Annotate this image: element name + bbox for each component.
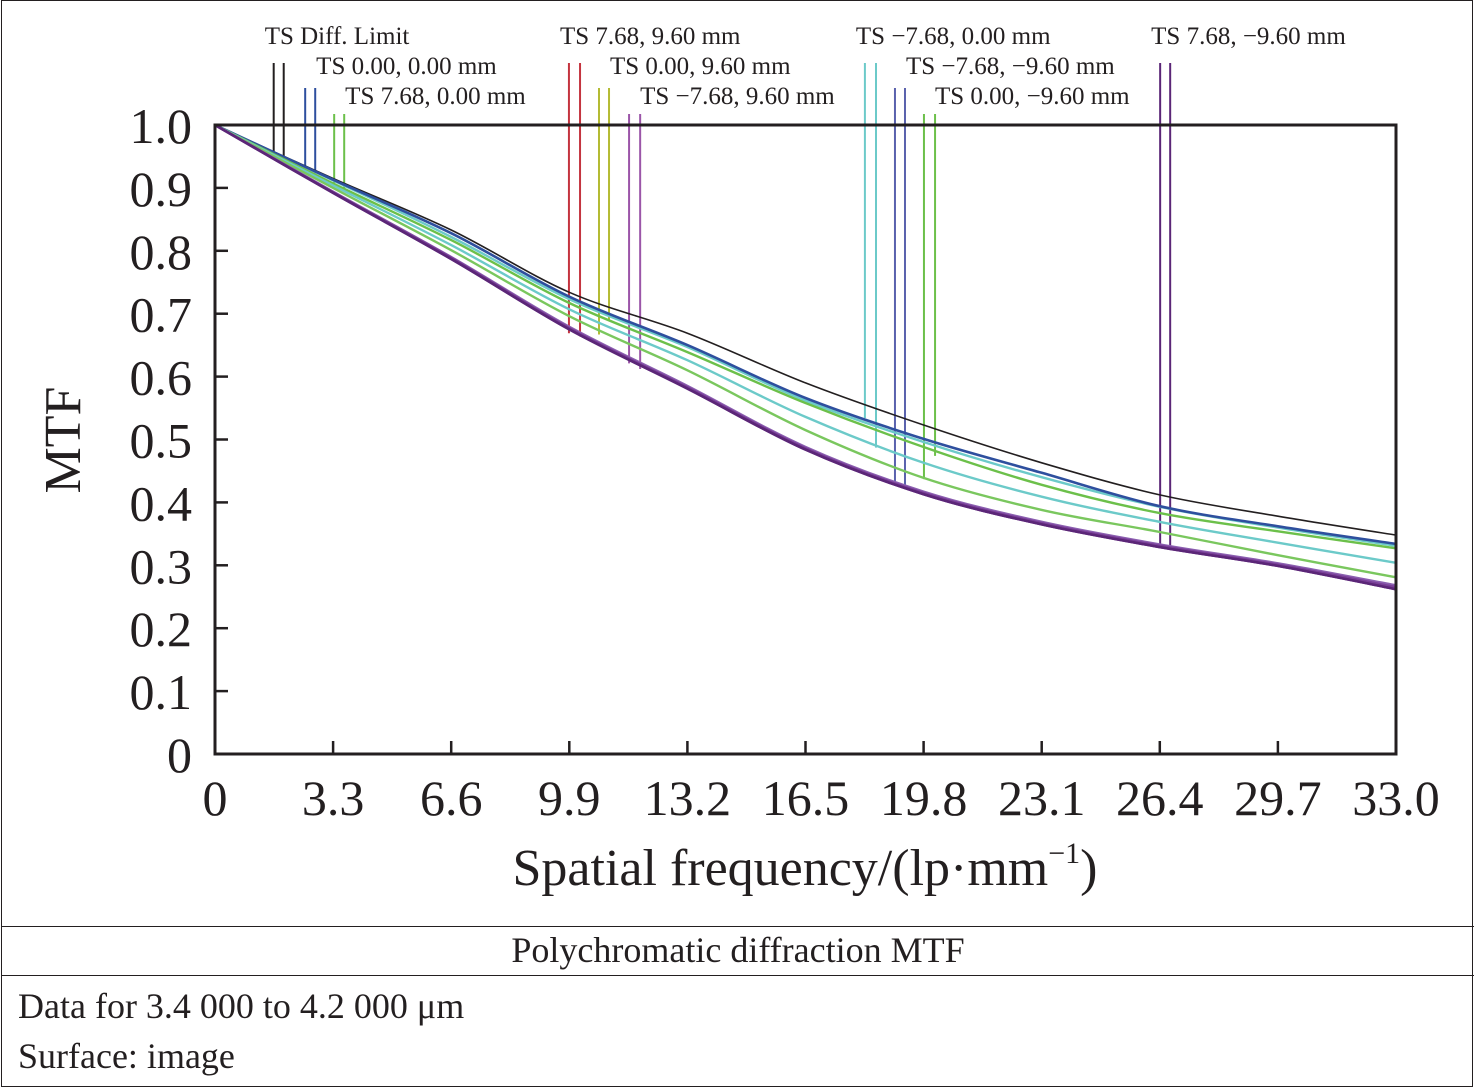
series-line-3 [214,123,1397,547]
legend-label-0: TS Diff. Limit [265,23,410,50]
legend-label-6: TS −7.68, 0.00 mm [856,23,1051,50]
x-tick-label: 26.4 [1116,770,1204,826]
series-line-2 [214,123,1397,550]
x-tick-label: 19.8 [880,770,968,826]
x-tick-labels: 0 3.3 6.6 9.9 13.2 16.5 19.8 23.1 26.4 29.7 33.0 [203,770,1440,826]
surface-text: Surface: image [18,1036,235,1076]
y-tick-label: 0.6 [130,350,193,406]
x-axis-label: Spatial frequency/(lp·mm−1) [513,837,1098,897]
mtf-chart: TS Diff. Limit TS 0.00, 0.00 mm TS 7.68, 0… [35,23,1440,897]
legend-label-8: TS 0.00, −9.60 mm [935,83,1130,110]
caption-divider-bottom [1,975,1474,976]
series-line-4 [214,123,1397,564]
y-axis-label: MTF [35,387,92,494]
legend-label-5: TS −7.68, 9.60 mm [640,83,835,110]
x-axis-label-superscript: −1 [1048,837,1080,870]
legend-label-7: TS −7.68, −9.60 mm [906,53,1115,80]
x-tick-label: 6.6 [420,770,483,826]
caption-divider-top [1,926,1474,927]
y-tick-label: 0.8 [130,224,193,280]
y-tick-label: 0.7 [130,287,193,343]
legend-label-4: TS 0.00, 9.60 mm [610,53,791,80]
axes [213,123,1398,756]
series-lines [214,123,1397,591]
x-axis-label-close: ) [1080,840,1097,897]
x-axis-label-main: Spatial frequency/(lp·mm [513,840,1049,897]
x-tick-label: 29.7 [1234,770,1322,826]
legend: TS Diff. Limit TS 0.00, 0.00 mm TS 7.68, 0… [265,23,1346,548]
y-tick-labels: 0 0.1 0.2 0.3 0.4 0.5 0.6 0.7 0.8 0.9 1.0 [130,98,193,783]
x-tick-label: 3.3 [302,770,365,826]
y-tick-label: 0.5 [130,413,193,469]
legend-label-3: TS 7.68, 9.60 mm [560,23,741,50]
y-tick-label: 0.9 [130,161,193,217]
x-tick-label: 13.2 [644,770,732,826]
x-tick-label: 33.0 [1352,770,1440,826]
legend-label-2: TS 7.68, 0.00 mm [345,83,526,110]
legend-label-9: TS 7.68, −9.60 mm [1151,23,1346,50]
series-line-0 [214,124,1397,536]
y-tick-label: 1.0 [130,98,193,154]
caption-title: Polychromatic diffraction MTF [511,930,965,970]
series-line-9 [214,123,1397,591]
wavelength-range-text: Data for 3.4 000 to 4.2 000 μm [18,986,465,1026]
y-tick-label: 0.1 [130,664,193,720]
x-tick-label: 0 [203,770,228,826]
x-tick-label: 23.1 [998,770,1086,826]
legend-label-1: TS 0.00, 0.00 mm [316,53,497,80]
y-tick-label: 0 [167,727,192,783]
series-line-8 [214,123,1397,591]
mtf-chart-svg: TS Diff. Limit TS 0.00, 0.00 mm TS 7.68, 0… [35,23,1440,897]
series-line-5 [214,123,1397,579]
y-tick-label: 0.4 [130,475,193,531]
series-line-1 [214,123,1397,546]
x-tick-label: 16.5 [762,770,850,826]
y-tick-label: 0.3 [130,538,193,594]
x-tick-label: 9.9 [538,770,601,826]
y-tick-label: 0.2 [130,601,193,657]
